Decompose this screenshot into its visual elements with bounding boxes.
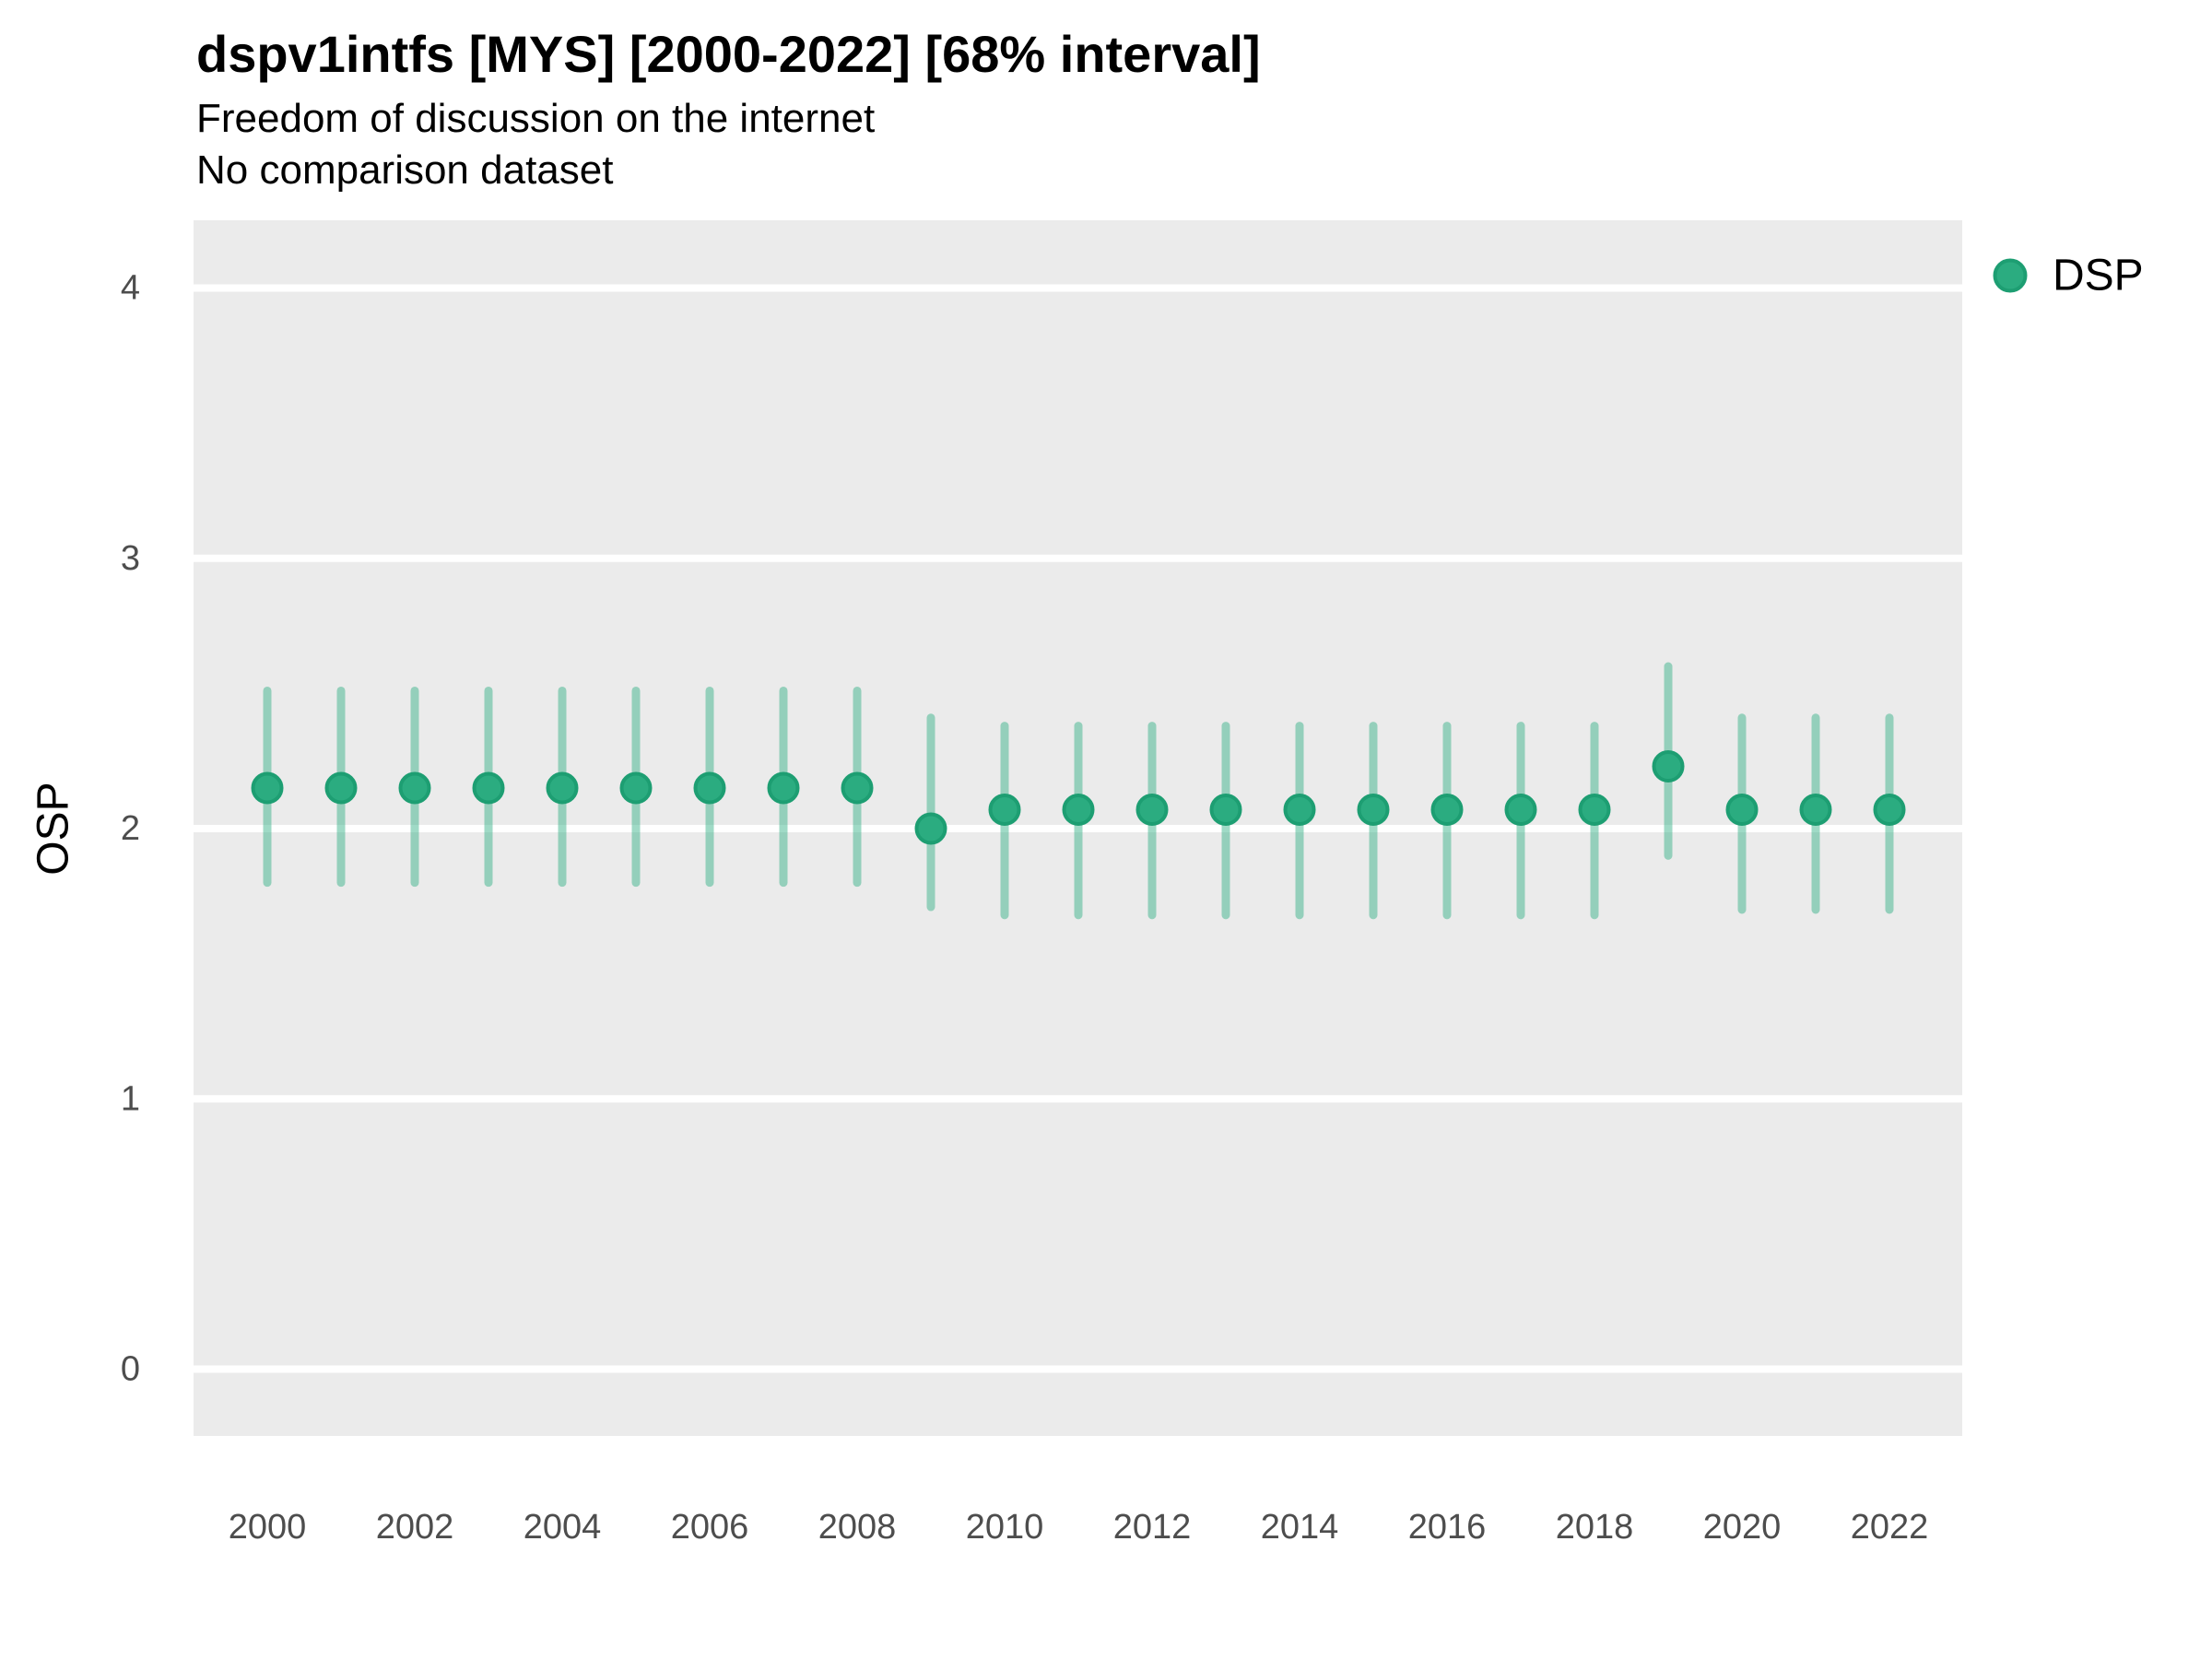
data-point	[988, 793, 1021, 826]
data-point	[251, 771, 284, 805]
data-point	[324, 771, 358, 805]
data-point	[1062, 793, 1095, 826]
y-tick-label: 3	[121, 539, 140, 578]
data-point	[1799, 793, 1832, 826]
data-point	[472, 771, 505, 805]
x-tick-label: 2010	[966, 1508, 1044, 1547]
x-tick-label: 2006	[671, 1508, 749, 1547]
x-tick-label: 2020	[1703, 1508, 1782, 1547]
data-point	[1209, 793, 1242, 826]
y-tick-label: 1	[121, 1079, 140, 1118]
x-tick-label: 2018	[1556, 1508, 1634, 1547]
data-point	[1652, 750, 1685, 783]
x-tick-label: 2014	[1261, 1508, 1339, 1547]
data-point	[841, 771, 874, 805]
data-point	[1357, 793, 1390, 826]
data-point	[693, 771, 726, 805]
legend-label: DSP	[2053, 252, 2144, 300]
chart-subtitle: Freedom of discussion on the internet	[196, 96, 876, 141]
y-tick-label: 2	[121, 809, 140, 848]
x-tick-label: 2008	[818, 1508, 897, 1547]
y-tick-label: 4	[121, 269, 140, 308]
x-tick-label: 2002	[376, 1508, 454, 1547]
y-tick-label: 0	[121, 1350, 140, 1389]
x-tick-label: 2022	[1851, 1508, 1929, 1547]
data-point	[398, 771, 431, 805]
data-point	[619, 771, 653, 805]
data-point	[1725, 793, 1759, 826]
data-point	[767, 771, 800, 805]
x-tick-label: 2016	[1408, 1508, 1487, 1547]
chart-title: dspv1intfs [MYS] [2000-2022] [68% interv…	[196, 25, 1261, 83]
data-point	[546, 771, 579, 805]
comparison-note: No comparison dataset	[196, 147, 614, 193]
data-point	[1504, 793, 1537, 826]
data-point	[1283, 793, 1316, 826]
y-axis-title: OSP	[29, 782, 78, 875]
data-point	[1578, 793, 1611, 826]
data-point	[1135, 793, 1169, 826]
x-tick-label: 2004	[524, 1508, 602, 1547]
data-point	[1873, 793, 1906, 826]
x-tick-label: 2012	[1113, 1508, 1192, 1547]
legend-swatch	[1993, 258, 2028, 293]
data-point	[1430, 793, 1464, 826]
x-tick-label: 2000	[229, 1508, 307, 1547]
data-point	[914, 812, 947, 845]
